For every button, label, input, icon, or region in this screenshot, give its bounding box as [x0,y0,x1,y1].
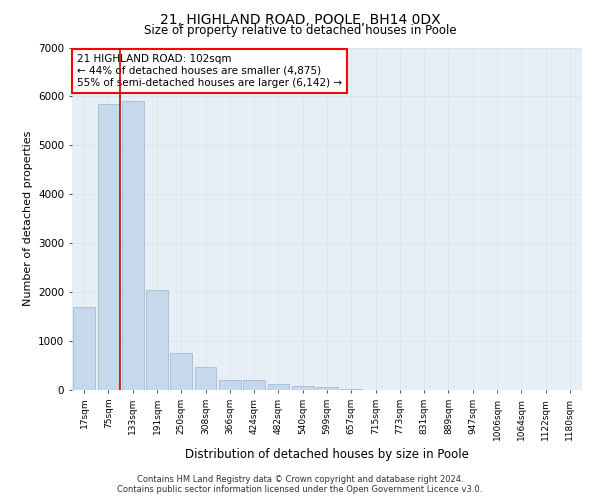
Text: 21 HIGHLAND ROAD: 102sqm
← 44% of detached houses are smaller (4,875)
55% of sem: 21 HIGHLAND ROAD: 102sqm ← 44% of detach… [77,54,342,88]
Bar [243,380,265,390]
Bar [194,366,217,390]
Bar [219,380,241,390]
Bar [292,386,314,390]
Bar [122,102,143,390]
Bar [146,290,168,390]
X-axis label: Distribution of detached houses by size in Poole: Distribution of detached houses by size … [185,448,469,461]
Text: 21, HIGHLAND ROAD, POOLE, BH14 0DX: 21, HIGHLAND ROAD, POOLE, BH14 0DX [160,12,440,26]
Bar [170,354,192,390]
Bar [268,384,289,390]
Text: Contains HM Land Registry data © Crown copyright and database right 2024.
Contai: Contains HM Land Registry data © Crown c… [118,474,482,494]
Text: Size of property relative to detached houses in Poole: Size of property relative to detached ho… [143,24,457,37]
Y-axis label: Number of detached properties: Number of detached properties [23,131,32,306]
Bar [73,307,95,390]
Bar [97,104,119,390]
Bar [316,388,338,390]
Bar [340,389,362,390]
